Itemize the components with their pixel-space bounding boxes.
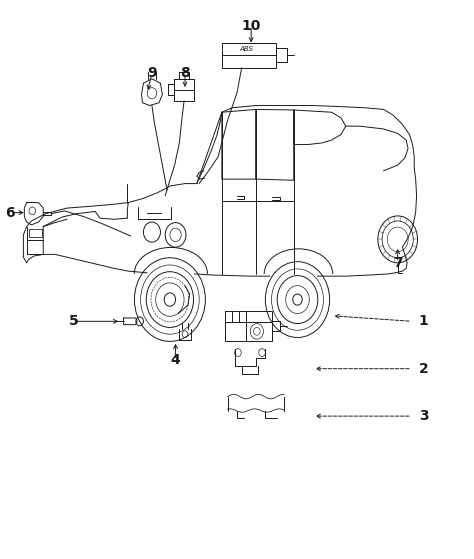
Text: 7: 7 [393, 256, 402, 270]
Text: 8: 8 [180, 66, 190, 80]
Text: 1: 1 [419, 314, 428, 328]
Text: 5: 5 [69, 314, 79, 328]
Text: 3: 3 [419, 409, 428, 423]
Bar [29, 229, 42, 237]
Text: 4: 4 [171, 353, 181, 367]
Text: 10: 10 [241, 19, 261, 33]
Text: 6: 6 [5, 206, 15, 220]
Text: ABS: ABS [239, 46, 254, 52]
Text: 2: 2 [419, 362, 428, 376]
Text: 9: 9 [147, 66, 157, 80]
